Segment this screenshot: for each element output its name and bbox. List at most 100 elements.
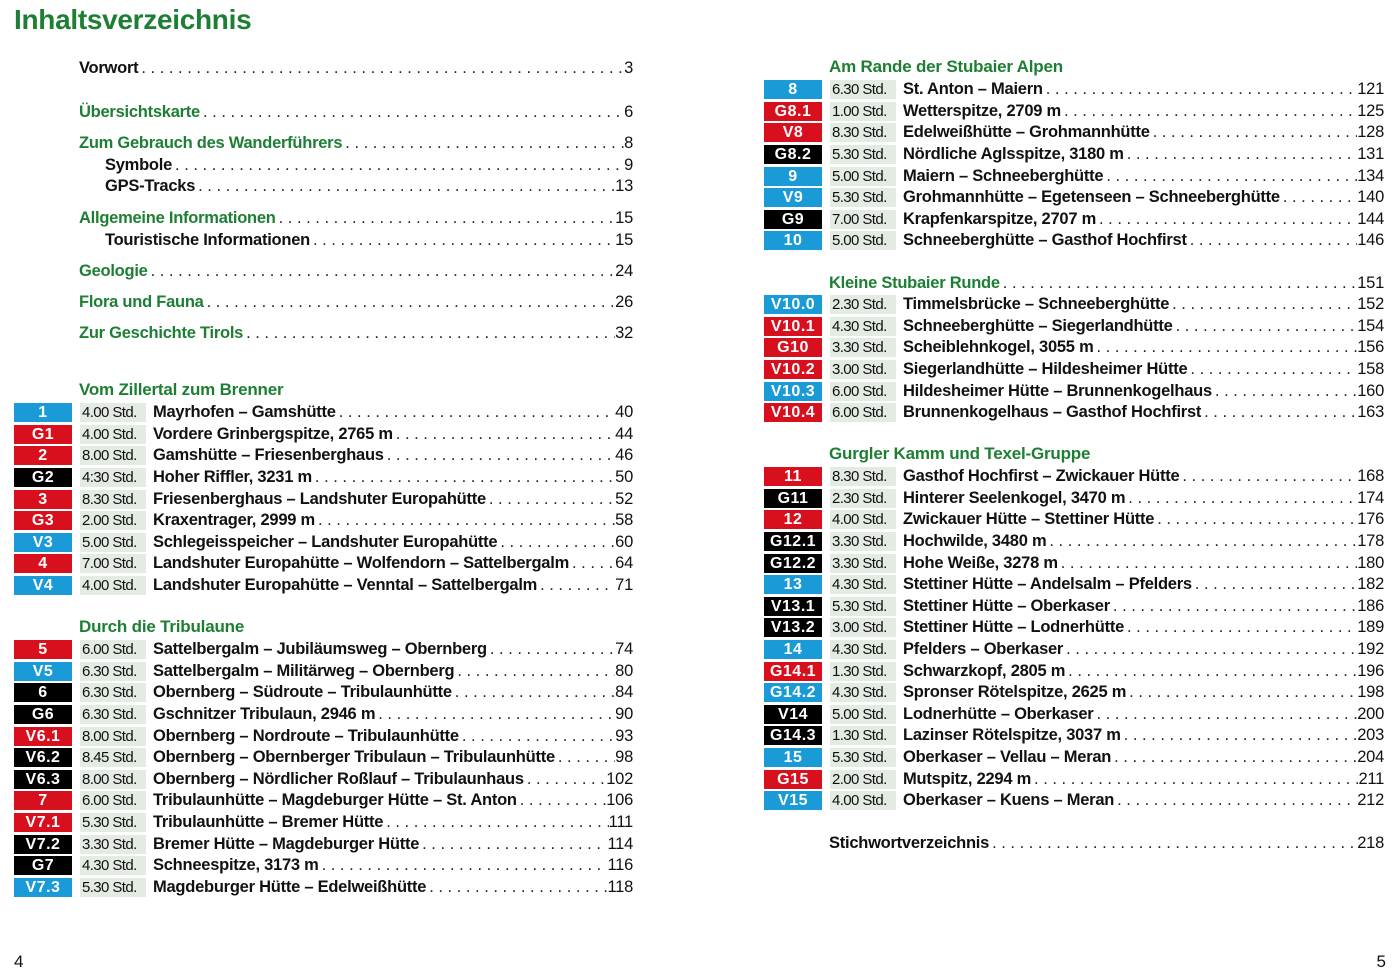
dot-leader [1280, 188, 1357, 207]
route-duration: 5.00 Std. [80, 532, 146, 552]
route-entry[interactable]: 12 4.00 Std. Zwickauer Hütte – Stettiner H… [764, 510, 1384, 530]
route-entry[interactable]: V6.3 8.00 Std. Obernberg – Nördlicher Roßl… [14, 769, 633, 789]
route-badge: V7.3 [14, 877, 72, 897]
section-heading: Durch die Tribulaune [79, 617, 245, 636]
toc-entry[interactable]: Geologie 24 [79, 261, 633, 281]
route-name: Tribulaunhütte – Bremer Hütte [153, 812, 384, 831]
route-duration: 4.30 Std. [830, 683, 896, 703]
route-entry[interactable]: V13.2 3.00 Std. Stettiner Hütte – Lodnerhü… [764, 618, 1384, 638]
route-entry[interactable]: G14.2 4.30 Std. Spronser Rötelspitze, 2625… [764, 683, 1384, 703]
route-duration: 5.30 Std. [80, 877, 146, 897]
route-entry[interactable]: V7.3 5.30 Std. Magdeburger Hütte – Edelwei… [14, 877, 633, 897]
route-entry[interactable]: G1 4.00 Std. Vordere Grinbergspitze, 2765 … [14, 424, 633, 444]
toc-entry[interactable]: Flora und Fauna 26 [79, 292, 633, 312]
route-duration: 3.30 Std. [830, 531, 896, 551]
route-badge: G9 [764, 209, 822, 229]
route-badge: V9 [764, 188, 822, 208]
route-entry[interactable]: G14.3 1.30 Std. Lazinser Rötelspitze, 3037… [764, 726, 1384, 746]
page-number: 160 [1357, 381, 1384, 400]
route-entry[interactable]: V9 5.30 Std. Grohmannhütte – Egetenseen – … [764, 188, 1384, 208]
route-entry[interactable]: G8.2 5.30 Std. Nördliche Aglsspitze, 3180 … [764, 144, 1384, 164]
toc-entry[interactable]: Zum Gebrauch des Wanderführers 8 [79, 133, 633, 153]
route-entry[interactable]: 5 6.00 Std. Sattelbergalm – Jubiläumsweg –… [14, 640, 633, 660]
toc-entry[interactable]: Allgemeine Informationen 15 [79, 208, 633, 228]
route-name: Krapfenkarspitze, 2707 m [903, 209, 1097, 228]
route-entry[interactable]: 7 6.00 Std. Tribulaunhütte – Magdeburger H… [14, 791, 633, 811]
page-number: 176 [1357, 510, 1384, 529]
route-entry[interactable]: 8 6.30 Std. St. Anton – Maiern 121 [764, 80, 1384, 100]
route-entry[interactable]: G7 4.30 Std. Schneespitze, 3173 m 116 [14, 856, 633, 876]
route-entry[interactable]: G12.1 3.30 Std. Hochwilde, 3480 m 178 [764, 531, 1384, 551]
page-number: 26 [615, 292, 633, 311]
dot-leader [319, 856, 608, 875]
route-entry[interactable]: V10.1 4.30 Std. Schneeberghütte – Siegerla… [764, 316, 1384, 336]
route-duration: 7.00 Std. [80, 554, 146, 574]
dot-leader [1103, 167, 1357, 186]
toc-entry[interactable]: Symbole 9 [105, 155, 633, 175]
route-entry[interactable]: G11 2.30 Std. Hinterer Seelenkogel, 3470 m… [764, 488, 1384, 508]
route-entry[interactable]: V13.1 5.30 Std. Stettiner Hütte – Oberkase… [764, 596, 1384, 616]
route-entry[interactable]: 1 4.00 Std. Mayrhofen – Gamshütte 40 [14, 403, 633, 423]
page-number: 198 [1357, 683, 1384, 702]
toc-entry-label: Vorwort [79, 58, 139, 77]
route-entry[interactable]: V15 4.00 Std. Oberkaser – Kuens – Meran 212 [764, 791, 1384, 811]
route-entry[interactable]: V7.1 5.30 Std. Tribulaunhütte – Bremer Hüt… [14, 812, 633, 832]
route-entry[interactable]: G3 2.00 Std. Kraxentrager, 2999 m 58 [14, 511, 633, 531]
page-number: 80 [615, 661, 633, 680]
route-entry[interactable]: V10.2 3.00 Std. Siegerlandhütte – Hildeshe… [764, 359, 1384, 379]
route-entry[interactable]: G15 2.00 Std. Mutspitz, 2294 m 211 [764, 769, 1384, 789]
toc-entry-label: Allgemeine Informationen [79, 208, 276, 227]
section-heading[interactable]: Kleine Stubaier Runde 151 [829, 273, 1384, 293]
toc-entry[interactable]: Übersichtskarte 6 [79, 102, 633, 122]
dot-leader [426, 878, 607, 897]
route-entry[interactable]: V5 6.30 Std. Sattelbergalm – Militärweg – … [14, 661, 633, 681]
page-number: 131 [1357, 144, 1384, 163]
route-duration: 1.30 Std. [830, 726, 896, 746]
route-entry[interactable]: 11 8.30 Std. Gasthof Hochfirst – Zwickauer… [764, 467, 1384, 487]
index-entry[interactable]: Stichwortverzeichnis 218 [829, 833, 1384, 853]
route-duration: 1.00 Std. [830, 101, 896, 121]
route-duration: 8.00 Std. [80, 726, 146, 746]
route-name: Mutspitz, 2294 m [903, 769, 1032, 788]
route-entry[interactable]: 9 5.00 Std. Maiern – Schneeberghütte 134 [764, 166, 1384, 186]
route-entry[interactable]: 10 5.00 Std. Schneeberghütte – Gasthof Hoc… [764, 231, 1384, 251]
dot-leader [1110, 597, 1357, 616]
route-entry[interactable]: V10.3 6.00 Std. Hildesheimer Hütte – Brunn… [764, 381, 1384, 401]
route-entry[interactable]: V6.1 8.00 Std. Obernberg – Nordroute – Tri… [14, 726, 633, 746]
route-entry[interactable]: 4 7.00 Std. Landshuter Europahütte – Wolfe… [14, 554, 633, 574]
toc-entry[interactable]: Zur Geschichte Tirols 32 [79, 323, 633, 343]
route-badge: V6.2 [14, 748, 72, 768]
route-entry[interactable]: V3 5.00 Std. Schlegeisspeicher – Landshute… [14, 532, 633, 552]
route-entry[interactable]: 14 4.30 Std. Pfelders – Oberkaser 192 [764, 639, 1384, 659]
route-entry[interactable]: V8 8.30 Std. Edelweißhütte – Grohmannhütte… [764, 123, 1384, 143]
route-name: Spronser Rötelspitze, 2625 m [903, 683, 1127, 702]
route-badge: G14.3 [764, 726, 822, 746]
route-entry[interactable]: G12.2 3.30 Std. Hohe Weiße, 3278 m 180 [764, 553, 1384, 573]
toc-entry[interactable]: Vorwort 3 [79, 58, 633, 78]
route-entry[interactable]: 2 8.00 Std. Gamshütte – Friesenberghaus 46 [14, 446, 633, 466]
route-entry[interactable]: G14.1 1.30 Std. Schwarzkopf, 2805 m 196 [764, 661, 1384, 681]
section-heading: Am Rande der Stubaier Alpen [829, 57, 1063, 76]
route-entry[interactable]: V7.2 3.30 Std. Bremer Hütte – Magdeburger … [14, 834, 633, 854]
route-entry[interactable]: G6 6.30 Std. Gschnitzer Tribulaun, 2946 m 9… [14, 704, 633, 724]
route-entry[interactable]: V4 4.00 Std. Landshuter Europahütte – Venn… [14, 575, 633, 595]
route-entry[interactable]: 13 4.30 Std. Stettiner Hütte – Andelsalm –… [764, 575, 1384, 595]
route-entry[interactable]: V10.0 2.30 Std. Timmelsbrücke – Schneeberg… [764, 295, 1384, 315]
route-entry[interactable]: V6.2 8.45 Std. Obernberg – Obernberger Tri… [14, 748, 633, 768]
toc-entry[interactable]: Touristische Informationen 15 [105, 230, 633, 250]
route-entry[interactable]: 15 5.30 Std. Oberkaser – Vellau – Meran 204 [764, 747, 1384, 767]
toc-entry[interactable]: GPS-Tracks 13 [105, 176, 633, 196]
route-name: Landshuter Europahütte – Wolfendorn – Sa… [153, 554, 569, 573]
route-badge: 11 [764, 467, 822, 487]
route-entry[interactable]: 3 8.30 Std. Friesenberghaus – Landshuter E… [14, 489, 633, 509]
route-entry[interactable]: 6 6.30 Std. Obernberg – Südroute – Tribula… [14, 683, 633, 703]
dot-leader [1173, 317, 1358, 336]
page-number: 90 [615, 704, 633, 723]
route-entry[interactable]: V14 5.00 Std. Lodnerhütte – Oberkaser 200 [764, 704, 1384, 724]
route-entry[interactable]: G9 7.00 Std. Krapfenkarspitze, 2707 m 144 [764, 209, 1384, 229]
route-entry[interactable]: V10.4 6.00 Std. Brunnenkogelhaus – Gasthof… [764, 403, 1384, 423]
route-entry[interactable]: G2 4:30 Std. Hoher Riffler, 3231 m 50 [14, 467, 633, 487]
route-entry[interactable]: G8.1 1.00 Std. Wetterspitze, 2709 m 125 [764, 101, 1384, 121]
route-entry[interactable]: G10 3.30 Std. Scheiblehnkogel, 3055 m 156 [764, 338, 1384, 358]
route-duration: 6.00 Std. [80, 791, 146, 811]
